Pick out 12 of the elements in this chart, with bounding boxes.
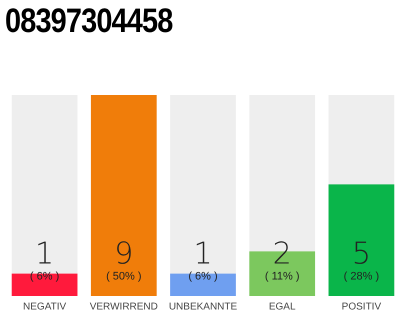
data-label: 1 ( 6% ): [30, 236, 60, 282]
bar: [170, 274, 236, 296]
x-tick-label: NEGATIV: [23, 302, 67, 312]
x-tick-label: UNBEKANNTE: [168, 302, 238, 312]
data-label: 5 ( 28% ): [344, 236, 380, 282]
bar: [12, 274, 78, 296]
x-tick-label: EGAL: [268, 302, 296, 312]
x-tick-label: POSITIV: [342, 302, 382, 312]
data-label: 9 ( 50% ): [106, 236, 142, 282]
chart-title: 08397304458: [5, 2, 172, 41]
data-label: 1 ( 6% ): [188, 236, 218, 282]
x-tick-label: VERWIRREND: [90, 302, 158, 312]
